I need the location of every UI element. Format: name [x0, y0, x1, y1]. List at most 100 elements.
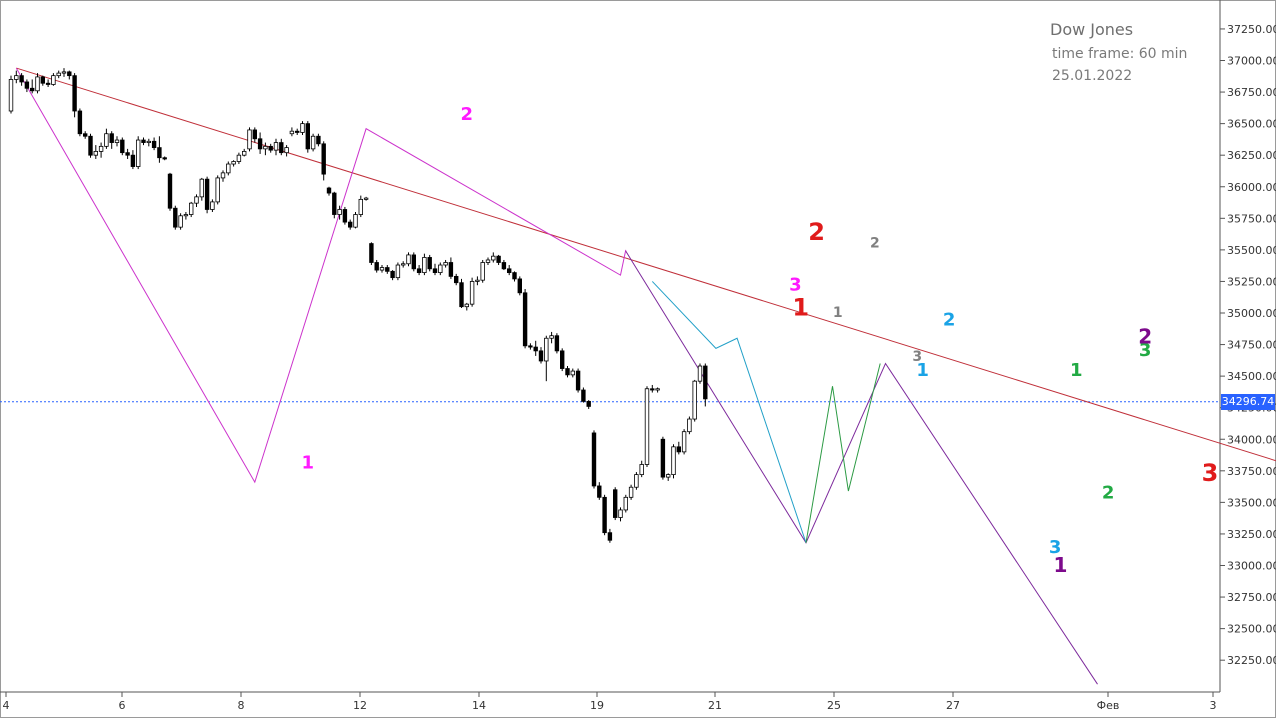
candle-down [608, 533, 612, 541]
candle-up [311, 136, 315, 149]
candle-up [423, 257, 427, 272]
candle-down [502, 263, 506, 269]
candle-up [550, 336, 554, 339]
y-tick-label: 33250.00 [1227, 528, 1276, 541]
candle-down [560, 351, 564, 369]
candle-down [587, 401, 591, 406]
wave-label: 2 [943, 310, 956, 331]
candle-up [99, 146, 103, 151]
x-tick-label: 8 [238, 699, 245, 712]
candle-down [460, 283, 464, 307]
candle-down [386, 268, 390, 272]
candle-down [258, 139, 262, 149]
candle-up [237, 155, 241, 161]
y-tick-label: 33500.00 [1227, 496, 1276, 509]
candle-up [216, 178, 220, 202]
candle-up [571, 371, 575, 375]
candle-up [227, 164, 231, 173]
candle-up [290, 131, 294, 134]
candle-up [147, 141, 151, 142]
candle-down [391, 271, 395, 277]
candle-down [25, 82, 29, 88]
candle-up [481, 263, 485, 281]
x-tick-label: 4 [3, 699, 10, 712]
y-tick-label: 37250.00 [1227, 23, 1276, 36]
y-tick-label: 32750.00 [1227, 591, 1276, 604]
candle-down [566, 369, 570, 375]
candle-up [439, 265, 443, 273]
candle-down [158, 148, 162, 158]
candle-up [619, 510, 623, 518]
wave-label: 1 [1070, 360, 1083, 381]
candle-down [131, 155, 135, 166]
y-tick-label: 33000.00 [1227, 560, 1276, 573]
y-tick-label: 36500.00 [1227, 118, 1276, 131]
x-tick-label: 3 [1210, 699, 1217, 712]
candle-down [333, 193, 337, 214]
candle-down [539, 351, 543, 361]
candle-down [253, 130, 257, 139]
candle-down [534, 347, 538, 351]
candle-up [57, 73, 61, 76]
candle-up [476, 280, 480, 281]
y-tick-label: 37000.00 [1227, 55, 1276, 68]
candle-down [110, 134, 114, 143]
candle-up [94, 151, 98, 155]
wave-label: 2 [1102, 483, 1115, 504]
candle-up [470, 281, 474, 304]
candle-down [592, 433, 596, 486]
candle-down [370, 244, 374, 263]
y-tick-label: 36000.00 [1227, 181, 1276, 194]
candle-down [317, 136, 321, 144]
candle-down [518, 279, 522, 293]
candle-down [295, 131, 299, 132]
candle-up [656, 389, 660, 390]
candle-up [62, 72, 66, 73]
candle-up [364, 198, 368, 199]
x-tick-label: 25 [827, 699, 841, 712]
chart-title: Dow Jones [1050, 20, 1187, 39]
candle-up [189, 203, 193, 214]
candle-down [603, 497, 607, 532]
candle-up [195, 197, 199, 203]
wave-label: 2 [1138, 324, 1152, 348]
candle-down [152, 141, 156, 147]
candle-down [142, 140, 146, 143]
candle-up [15, 76, 19, 80]
y-tick-label: 36250.00 [1227, 149, 1276, 162]
candle-up [9, 79, 13, 111]
y-tick-label: 35750.00 [1227, 212, 1276, 225]
candle-up [184, 215, 188, 216]
y-tick-label: 34500.00 [1227, 370, 1276, 383]
y-tick-label: 33750.00 [1227, 465, 1276, 478]
candle-up [545, 338, 549, 361]
wave-label: 3 [789, 274, 802, 295]
candle-down [576, 371, 580, 390]
candle-up [492, 256, 496, 260]
candle-up [693, 381, 697, 419]
candle-down [322, 144, 326, 174]
candle-down [497, 256, 501, 262]
candle-up [666, 475, 670, 478]
candle-down [677, 447, 681, 452]
candle-down [598, 486, 602, 497]
candle-up [242, 151, 246, 155]
candle-down [417, 269, 421, 273]
candle-up [115, 140, 119, 143]
candle-down [661, 439, 665, 477]
x-tick-label: 6 [119, 699, 126, 712]
candle-down [73, 76, 77, 111]
y-tick-label: 36750.00 [1227, 86, 1276, 99]
candle-down [523, 293, 527, 346]
candle-down [205, 179, 209, 209]
candle-up [301, 124, 305, 133]
candle-up [248, 130, 252, 149]
candle-down [507, 269, 511, 273]
y-tick-label: 35500.00 [1227, 244, 1276, 257]
candle-down [704, 366, 708, 399]
wave-label: 1 [1053, 553, 1067, 577]
candle-down [68, 72, 72, 76]
candle-up [465, 304, 469, 307]
